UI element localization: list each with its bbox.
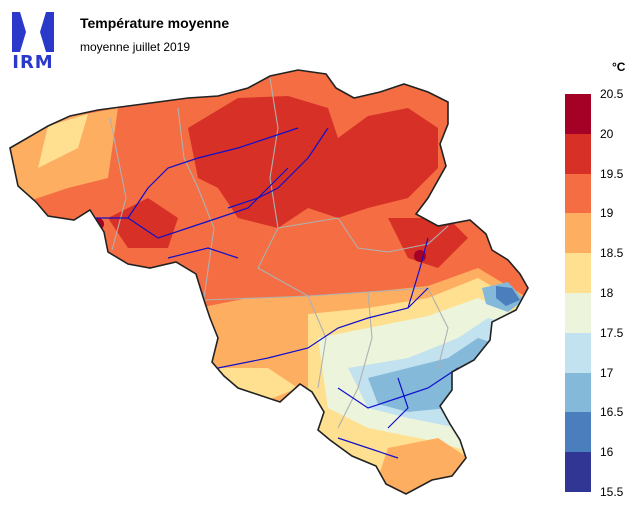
scale-tick-label: 17.5	[600, 325, 624, 340]
map-title: Température moyenne	[80, 15, 230, 31]
scale-color-box	[565, 133, 591, 174]
scale-color-box	[565, 213, 591, 254]
scale-tick-label: 16.5	[600, 405, 624, 420]
scale-tick-label: 18.5	[600, 246, 624, 261]
scale-color-box	[565, 372, 591, 413]
scale-tick-label: 20.5	[600, 87, 624, 101]
scale-color-box	[565, 94, 591, 134]
scale-tick-label: 16	[600, 445, 614, 460]
scale-tick-label: 15.5	[600, 485, 624, 499]
scale-tick-label: 19	[600, 206, 614, 221]
irm-logo	[12, 12, 54, 52]
unit-label: °C	[612, 60, 626, 74]
scale-color-box	[565, 452, 591, 492]
scale-tick-label: 20	[600, 126, 614, 141]
logo-text: IRM	[12, 52, 54, 73]
map-subtitle: moyenne juillet 2019	[80, 40, 191, 54]
scale-color-box	[565, 293, 591, 333]
scale-tick-label: 19.5	[600, 166, 624, 181]
temperature-map	[9, 69, 529, 495]
scale-tick-label: 18	[600, 286, 614, 300]
scale-color-box	[565, 412, 591, 453]
scale-tick-label: 17	[600, 365, 614, 380]
scale-color-box	[565, 253, 591, 293]
scale-color-box	[565, 332, 591, 373]
scale-color-box	[565, 173, 591, 214]
color-scale	[565, 94, 591, 492]
